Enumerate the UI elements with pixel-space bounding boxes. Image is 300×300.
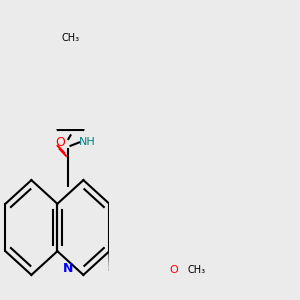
Text: O: O <box>169 265 178 275</box>
Text: N: N <box>63 262 74 275</box>
Text: NH: NH <box>79 137 96 147</box>
Text: O: O <box>55 136 65 149</box>
Text: CH₃: CH₃ <box>61 33 80 43</box>
Text: CH₃: CH₃ <box>188 265 206 275</box>
